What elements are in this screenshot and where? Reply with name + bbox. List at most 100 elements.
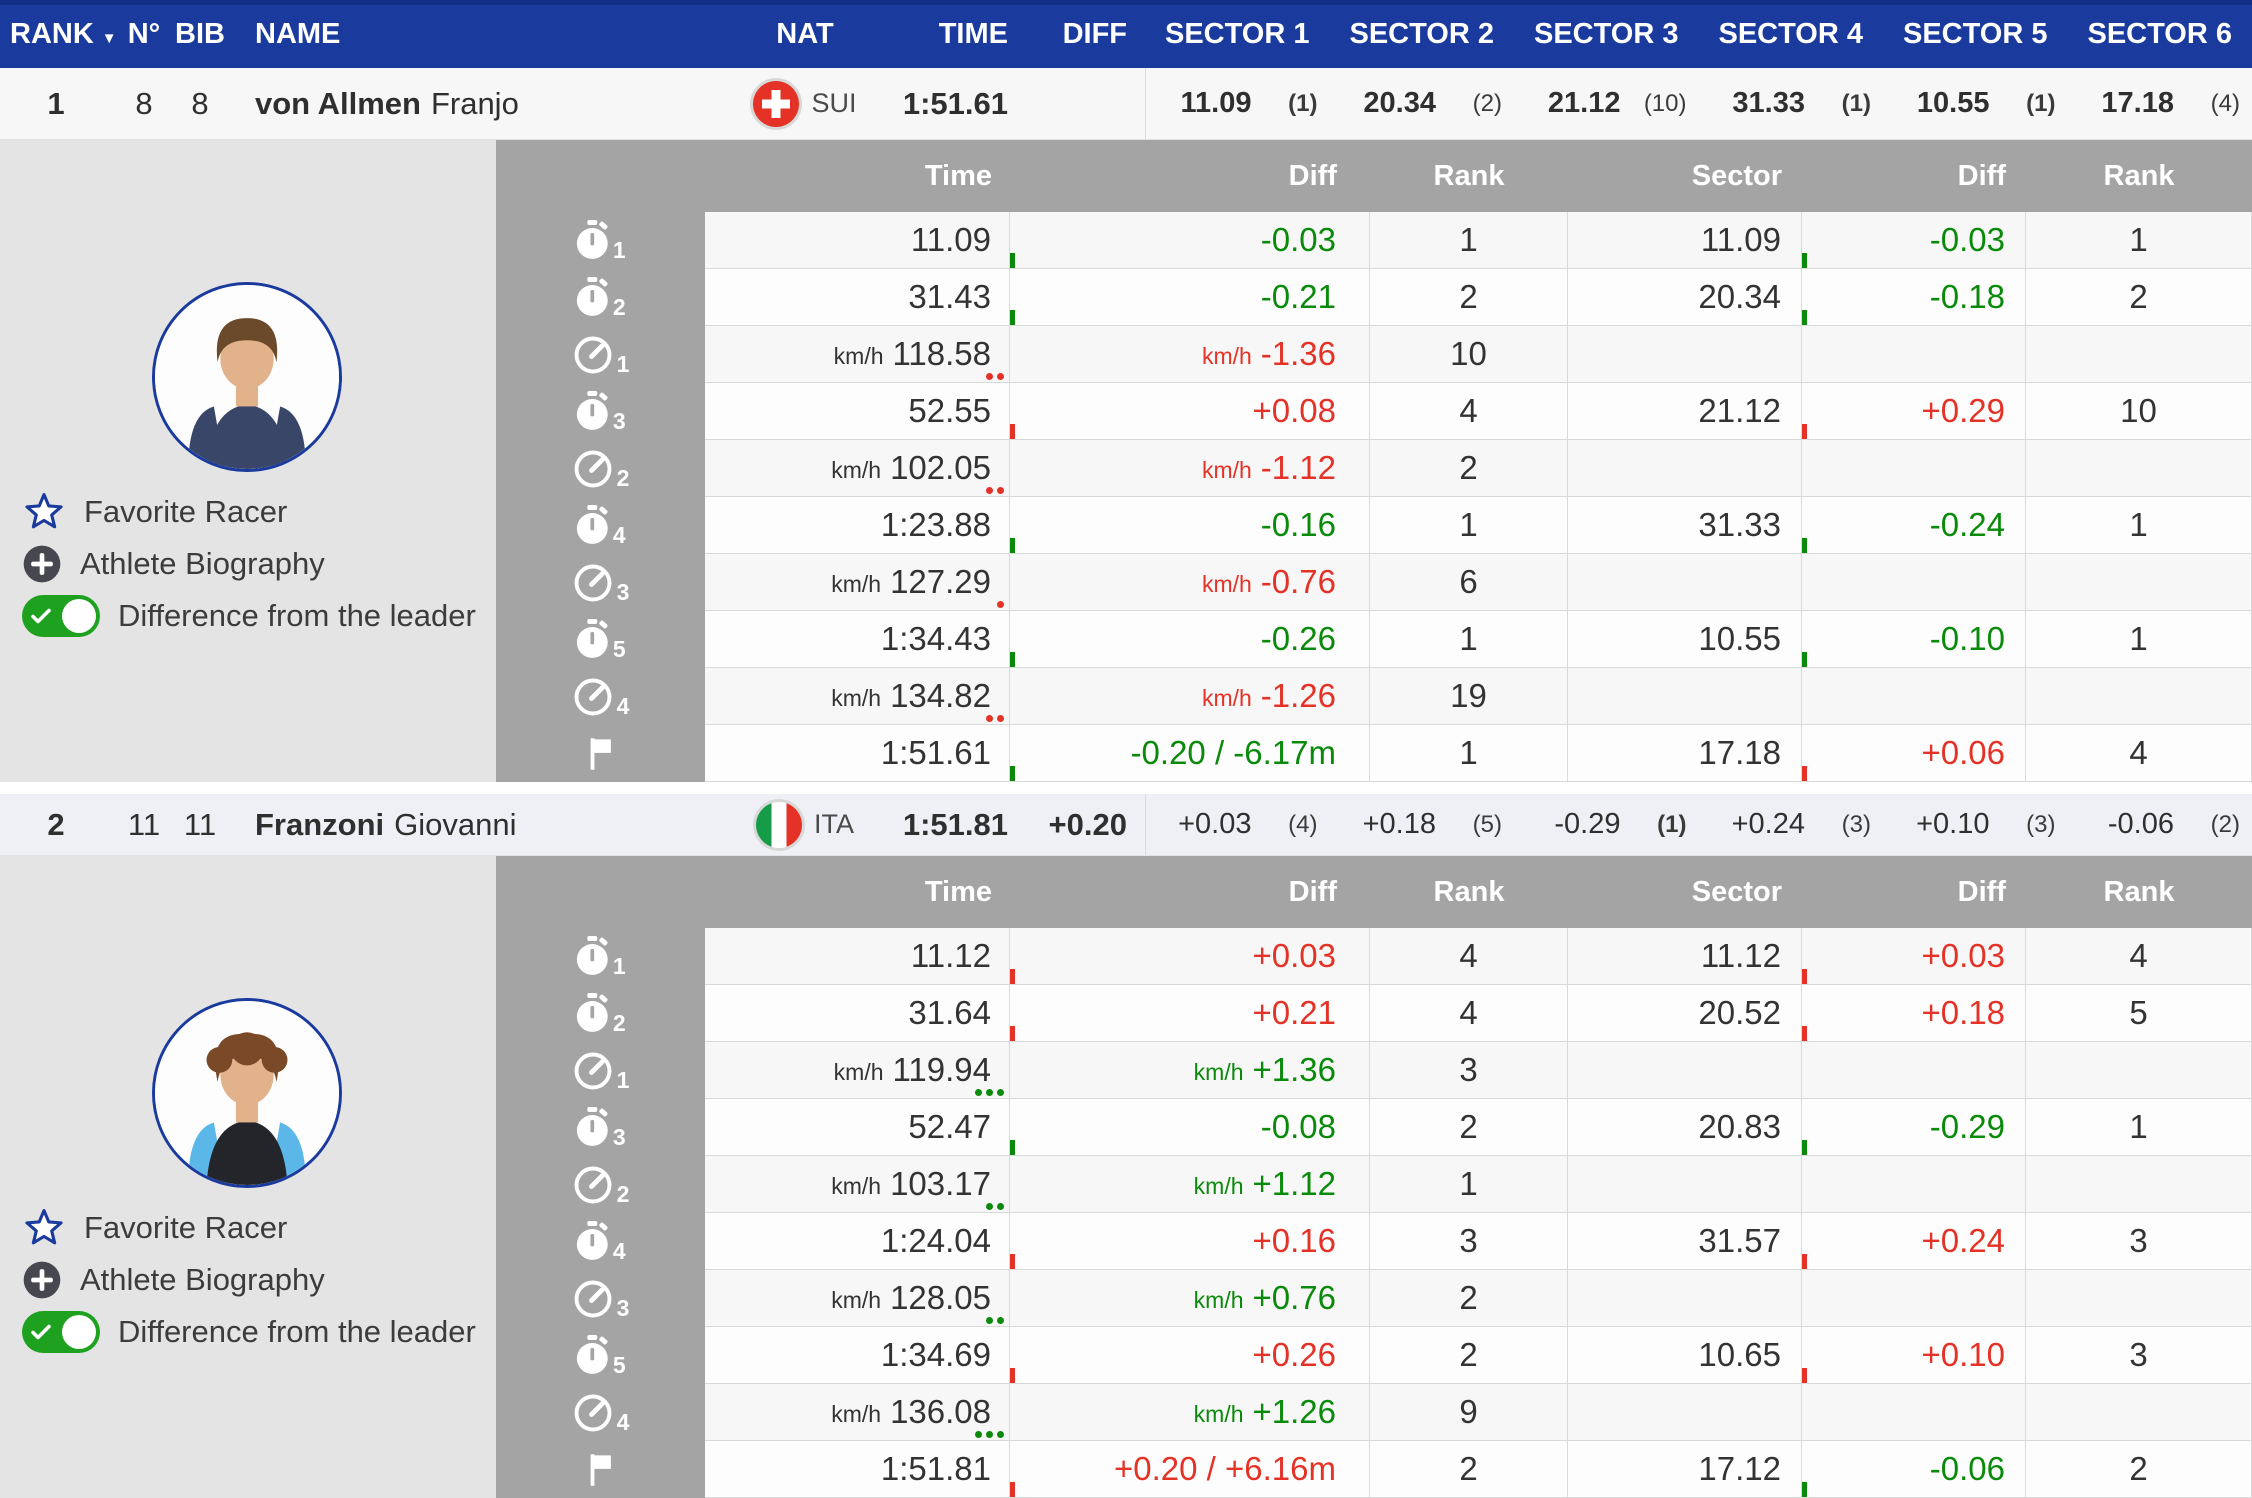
flag-icon: [496, 1441, 705, 1498]
diff-cell: km/h+1.12: [1010, 1156, 1370, 1213]
split-time-cell: 52.47: [705, 1099, 1010, 1156]
sector-time-cell: 20.34: [1568, 269, 1802, 326]
detail-header-time: Time: [705, 856, 1010, 928]
rank-cell: 2: [1370, 440, 1568, 497]
plus-icon: [22, 1260, 62, 1300]
detail-header-sector-rank: Rank: [2026, 856, 2252, 928]
column-header-time: TIME: [870, 0, 1022, 68]
diff-cell: -0.20 / -6.17m: [1010, 725, 1370, 782]
racer-nationality: ITA: [740, 794, 870, 855]
sector-diff-cell: -0.10: [1802, 611, 2026, 668]
detail-header-spacer: [496, 140, 705, 212]
favorite-racer-label: Favorite Racer: [84, 1210, 287, 1246]
summary-sector-3: 21.12(10): [1514, 68, 1699, 139]
toggle-knob: [62, 599, 96, 633]
detail-header-sector: Sector: [1568, 856, 1802, 928]
rank-cell: 1: [1370, 611, 1568, 668]
difference-from-leader-toggle[interactable]: Difference from the leader: [22, 1310, 488, 1354]
toggle-knob: [62, 1315, 96, 1349]
sector-time-cell: 17.12: [1568, 1441, 1802, 1498]
column-header-sector3: SECTOR 3: [1514, 0, 1699, 68]
diff-cell: -0.21: [1010, 269, 1370, 326]
column-header-rank[interactable]: RANK ▼: [0, 0, 112, 68]
racer-number: 11: [112, 794, 176, 855]
checkmark-icon: [29, 1320, 53, 1344]
sui-flag-icon: [753, 81, 799, 127]
ita-flag-icon: [756, 802, 802, 848]
sector-time-cell: [1568, 440, 1802, 497]
sector-rank-cell: [2026, 440, 2252, 497]
athlete-biography-button[interactable]: Athlete Biography: [22, 542, 488, 586]
racer-bib: 8: [176, 68, 224, 139]
rank-cell: 4: [1370, 928, 1568, 985]
athlete-actions: Favorite Racer Athlete Biography Differe…: [22, 1206, 488, 1354]
difference-from-leader-toggle[interactable]: Difference from the leader: [22, 594, 488, 638]
sector-rank-cell: 4: [2026, 725, 2252, 782]
rank-cell: 6: [1370, 554, 1568, 611]
sector-diff-cell: +0.18: [1802, 985, 2026, 1042]
summary-sector-5: 10.55(1): [1883, 68, 2068, 139]
sector-time-cell: 20.83: [1568, 1099, 1802, 1156]
sector-time-cell: 11.12: [1568, 928, 1802, 985]
plus-icon: [22, 544, 62, 584]
racer-summary-row[interactable]: 2 11 11 Franzoni Giovanni ITA 1:51.81 +0…: [0, 794, 2252, 856]
rank-cell: 9: [1370, 1384, 1568, 1441]
racer-summary-row[interactable]: 1 8 8 von Allmen Franjo SUI 1:51.61 11.0…: [0, 68, 2252, 140]
diff-cell: -0.08: [1010, 1099, 1370, 1156]
sector-diff-cell: [1802, 1156, 2026, 1213]
racer-name: von Allmen Franjo: [224, 68, 740, 139]
sector-time-cell: 31.57: [1568, 1213, 1802, 1270]
stopwatch-icon: 2: [496, 269, 705, 326]
athlete-biography-button[interactable]: Athlete Biography: [22, 1258, 488, 1302]
sector-diff-cell: +0.06: [1802, 725, 2026, 782]
toggle-on-icon[interactable]: [22, 1311, 100, 1353]
rank-cell: 1: [1370, 725, 1568, 782]
rank-cell: 2: [1370, 269, 1568, 326]
sector-diff-cell: [1802, 554, 2026, 611]
detail-header-rank: Rank: [1370, 856, 1568, 928]
speedometer-icon: 3: [496, 554, 705, 611]
stopwatch-icon: 2: [496, 985, 705, 1042]
athlete-panel: Favorite Racer Athlete Biography Differe…: [0, 856, 496, 1498]
rank-cell: 2: [1370, 1441, 1568, 1498]
split-time-cell: 1:51.61: [705, 725, 1010, 782]
rank-cell: 2: [1370, 1327, 1568, 1384]
column-header-bib: BIB: [176, 0, 224, 68]
athlete-photo: [152, 998, 342, 1188]
stopwatch-icon: 5: [496, 1327, 705, 1384]
sector-rank-cell: 4: [2026, 928, 2252, 985]
column-header-sector1: SECTOR 1: [1145, 0, 1330, 68]
toggle-on-icon[interactable]: [22, 595, 100, 637]
sector-rank-cell: 1: [2026, 212, 2252, 269]
diff-cell: -0.26: [1010, 611, 1370, 668]
rank-cell: 4: [1370, 383, 1568, 440]
sector-diff-cell: -0.03: [1802, 212, 2026, 269]
results-table-header: RANK ▼ N° BIB NAME NAT TIME DIFF SECTOR …: [0, 0, 2252, 68]
diff-cell: +0.03: [1010, 928, 1370, 985]
flag-icon: [496, 725, 705, 782]
sector-time-cell: [1568, 668, 1802, 725]
sector-rank-cell: 2: [2026, 269, 2252, 326]
sector-rank-cell: [2026, 554, 2252, 611]
sector-time-cell: 21.12: [1568, 383, 1802, 440]
sector-time-cell: 17.18: [1568, 725, 1802, 782]
diff-cell: +0.26: [1010, 1327, 1370, 1384]
column-header-diff: DIFF: [1022, 0, 1145, 68]
sector-time-cell: 10.55: [1568, 611, 1802, 668]
sector-time-cell: [1568, 1384, 1802, 1441]
favorite-racer-button[interactable]: Favorite Racer: [22, 490, 488, 534]
athlete-biography-label: Athlete Biography: [80, 1262, 325, 1298]
favorite-racer-button[interactable]: Favorite Racer: [22, 1206, 488, 1250]
athlete-panel: Favorite Racer Athlete Biography Differe…: [0, 140, 496, 782]
racer-first-name: Giovanni: [394, 807, 516, 843]
